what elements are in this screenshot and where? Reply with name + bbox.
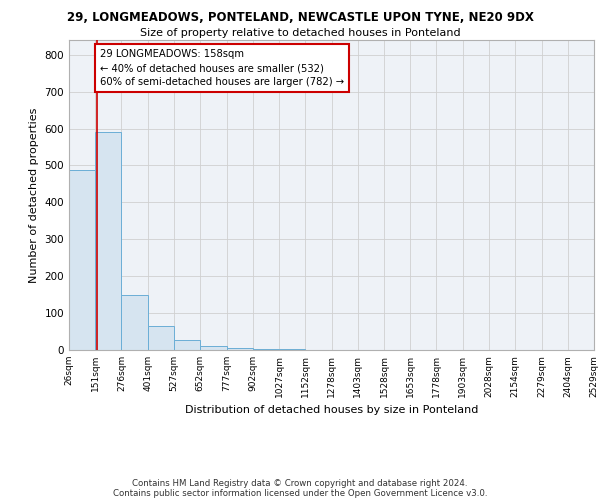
Text: 29 LONGMEADOWS: 158sqm
← 40% of detached houses are smaller (532)
60% of semi-de: 29 LONGMEADOWS: 158sqm ← 40% of detached… [100,49,344,87]
Text: Contains HM Land Registry data © Crown copyright and database right 2024.: Contains HM Land Registry data © Crown c… [132,478,468,488]
Bar [174,340,200,350]
Text: Contains public sector information licensed under the Open Government Licence v3: Contains public sector information licen… [113,488,487,498]
Bar [148,326,174,350]
Bar [253,349,279,350]
Text: 29, LONGMEADOWS, PONTELAND, NEWCASTLE UPON TYNE, NE20 9DX: 29, LONGMEADOWS, PONTELAND, NEWCASTLE UP… [67,11,533,24]
Text: Size of property relative to detached houses in Ponteland: Size of property relative to detached ho… [140,28,460,38]
Bar [200,346,227,350]
Y-axis label: Number of detached properties: Number of detached properties [29,108,39,282]
Bar [227,348,253,350]
X-axis label: Distribution of detached houses by size in Ponteland: Distribution of detached houses by size … [185,406,478,415]
Bar [121,294,148,350]
Bar [95,132,121,350]
Bar [69,170,95,350]
